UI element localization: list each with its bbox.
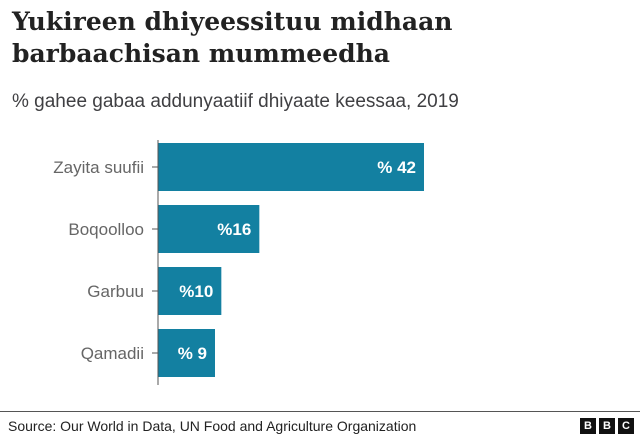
- bbc-logo: B B C: [580, 418, 634, 434]
- bar-chart: Zayita suufii % 42 Boqoolloo %16 Garbuu %10 Qa…: [53, 140, 424, 385]
- title-line: Yukireen dhiyeessituu midhaan: [12, 7, 453, 36]
- category-label: Qamadii: [81, 344, 144, 363]
- source-note: Source: Our World in Data, UN Food and A…: [8, 418, 417, 434]
- data-label: %10: [179, 282, 213, 301]
- logo-letter: C: [618, 418, 634, 434]
- bar: [158, 143, 424, 191]
- logo-letter: B: [599, 418, 615, 434]
- data-label: % 9: [178, 344, 207, 363]
- category-label: Garbuu: [87, 282, 144, 301]
- category-label: Zayita suufii: [53, 158, 144, 177]
- bar: [158, 205, 260, 253]
- category-label: Boqoolloo: [68, 220, 144, 239]
- divider: [0, 411, 640, 412]
- data-label: % 42: [377, 158, 416, 177]
- bar: [158, 329, 215, 377]
- chart-subtitle: % gahee gabaa addunyaatiif dhiyaate kees…: [12, 91, 459, 112]
- logo-letter: B: [580, 418, 596, 434]
- data-label: %16: [217, 220, 251, 239]
- title-line: barbaachisan mummeedha: [12, 39, 390, 68]
- chart-title: Yukireen dhiyeessituu midhaan barbaachisa…: [12, 6, 452, 70]
- bar: [158, 267, 222, 315]
